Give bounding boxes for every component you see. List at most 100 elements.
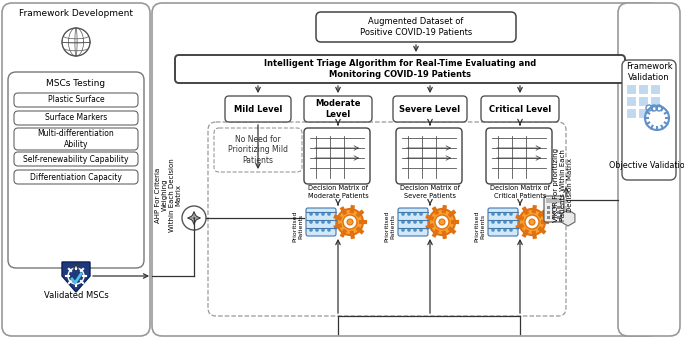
FancyBboxPatch shape xyxy=(622,60,676,180)
Text: Severe Level: Severe Level xyxy=(399,104,460,114)
FancyBboxPatch shape xyxy=(304,96,372,122)
Circle shape xyxy=(509,220,513,224)
Text: Framework Development: Framework Development xyxy=(19,9,133,19)
Circle shape xyxy=(439,219,445,225)
Circle shape xyxy=(503,228,507,232)
FancyBboxPatch shape xyxy=(544,196,564,222)
Bar xyxy=(546,198,562,203)
FancyBboxPatch shape xyxy=(14,128,138,150)
FancyBboxPatch shape xyxy=(486,128,552,184)
Circle shape xyxy=(419,212,423,216)
Circle shape xyxy=(182,206,206,230)
Bar xyxy=(557,216,560,219)
Circle shape xyxy=(529,219,535,225)
FancyBboxPatch shape xyxy=(225,96,291,122)
FancyBboxPatch shape xyxy=(14,111,138,125)
Circle shape xyxy=(402,212,405,216)
Text: Decision Matrix of
Critical Patients: Decision Matrix of Critical Patients xyxy=(490,185,550,199)
Circle shape xyxy=(315,212,319,216)
Text: Multi-differentiation
Ability: Multi-differentiation Ability xyxy=(38,129,114,149)
Text: MSCs Testing: MSCs Testing xyxy=(47,79,105,87)
Bar xyxy=(650,108,660,118)
Circle shape xyxy=(321,212,325,216)
Circle shape xyxy=(419,220,423,224)
Circle shape xyxy=(309,228,313,232)
Circle shape xyxy=(429,209,455,235)
Circle shape xyxy=(321,220,325,224)
Circle shape xyxy=(309,220,313,224)
Text: Moderate
Level: Moderate Level xyxy=(315,99,360,119)
Polygon shape xyxy=(561,210,575,226)
Text: Intelligent Triage Algorithm for Real-Time Evaluating and
Monitoring COVID-19 Pa: Intelligent Triage Algorithm for Real-Ti… xyxy=(264,59,536,79)
Text: Framework
Validation: Framework Validation xyxy=(626,62,672,82)
FancyBboxPatch shape xyxy=(618,3,680,336)
Text: Surface Markers: Surface Markers xyxy=(45,114,107,122)
FancyBboxPatch shape xyxy=(175,55,625,83)
Circle shape xyxy=(327,220,331,224)
Circle shape xyxy=(337,209,363,235)
FancyBboxPatch shape xyxy=(316,12,516,42)
Bar xyxy=(547,206,550,209)
Bar xyxy=(638,108,648,118)
Circle shape xyxy=(321,228,325,232)
Circle shape xyxy=(509,212,513,216)
Bar xyxy=(547,211,550,214)
Circle shape xyxy=(503,212,507,216)
Text: Plastic Surface: Plastic Surface xyxy=(48,96,105,104)
Circle shape xyxy=(519,209,545,235)
Polygon shape xyxy=(62,262,90,292)
Bar xyxy=(650,96,660,106)
FancyBboxPatch shape xyxy=(8,72,144,268)
FancyBboxPatch shape xyxy=(306,208,336,236)
Bar xyxy=(638,96,648,106)
Circle shape xyxy=(497,212,501,216)
Circle shape xyxy=(491,228,495,232)
FancyBboxPatch shape xyxy=(488,208,518,236)
Circle shape xyxy=(419,228,423,232)
Circle shape xyxy=(491,212,495,216)
Circle shape xyxy=(407,212,411,216)
Bar xyxy=(626,84,636,94)
Circle shape xyxy=(407,228,411,232)
FancyBboxPatch shape xyxy=(152,3,658,336)
Circle shape xyxy=(315,228,319,232)
FancyBboxPatch shape xyxy=(398,208,428,236)
Text: VIKOR For prioritizing
Patients Within Each
Decision Matrix: VIKOR For prioritizing Patients Within E… xyxy=(553,148,573,222)
FancyBboxPatch shape xyxy=(393,96,467,122)
Circle shape xyxy=(413,220,417,224)
Text: Validated MSCs: Validated MSCs xyxy=(44,292,108,300)
Circle shape xyxy=(497,228,501,232)
Bar xyxy=(557,206,560,209)
Circle shape xyxy=(402,220,405,224)
Text: No Need for
Prioritizing Mild
Patients: No Need for Prioritizing Mild Patients xyxy=(228,135,288,165)
Circle shape xyxy=(315,220,319,224)
Text: Prioritised
Patients: Prioritised Patients xyxy=(293,210,304,242)
Bar xyxy=(557,211,560,214)
Circle shape xyxy=(327,228,331,232)
Bar xyxy=(626,96,636,106)
Circle shape xyxy=(402,228,405,232)
Bar xyxy=(650,84,660,94)
Circle shape xyxy=(525,215,539,229)
Text: Self-renewability Capability: Self-renewability Capability xyxy=(23,155,129,163)
FancyBboxPatch shape xyxy=(481,96,559,122)
Circle shape xyxy=(645,106,669,130)
Circle shape xyxy=(413,212,417,216)
Text: Objective Validation: Objective Validation xyxy=(609,160,684,170)
Circle shape xyxy=(503,220,507,224)
FancyBboxPatch shape xyxy=(14,152,138,166)
Circle shape xyxy=(435,215,449,229)
Text: Decision Matrix of
Moderate Patients: Decision Matrix of Moderate Patients xyxy=(308,185,369,199)
FancyBboxPatch shape xyxy=(2,3,150,336)
Circle shape xyxy=(343,215,357,229)
FancyBboxPatch shape xyxy=(14,170,138,184)
Circle shape xyxy=(309,212,313,216)
Circle shape xyxy=(62,28,90,56)
Circle shape xyxy=(509,228,513,232)
Circle shape xyxy=(413,228,417,232)
Bar xyxy=(626,108,636,118)
Circle shape xyxy=(407,220,411,224)
FancyBboxPatch shape xyxy=(208,122,566,316)
Text: Prioritised
Patients: Prioritised Patients xyxy=(384,210,395,242)
Bar xyxy=(552,206,555,209)
